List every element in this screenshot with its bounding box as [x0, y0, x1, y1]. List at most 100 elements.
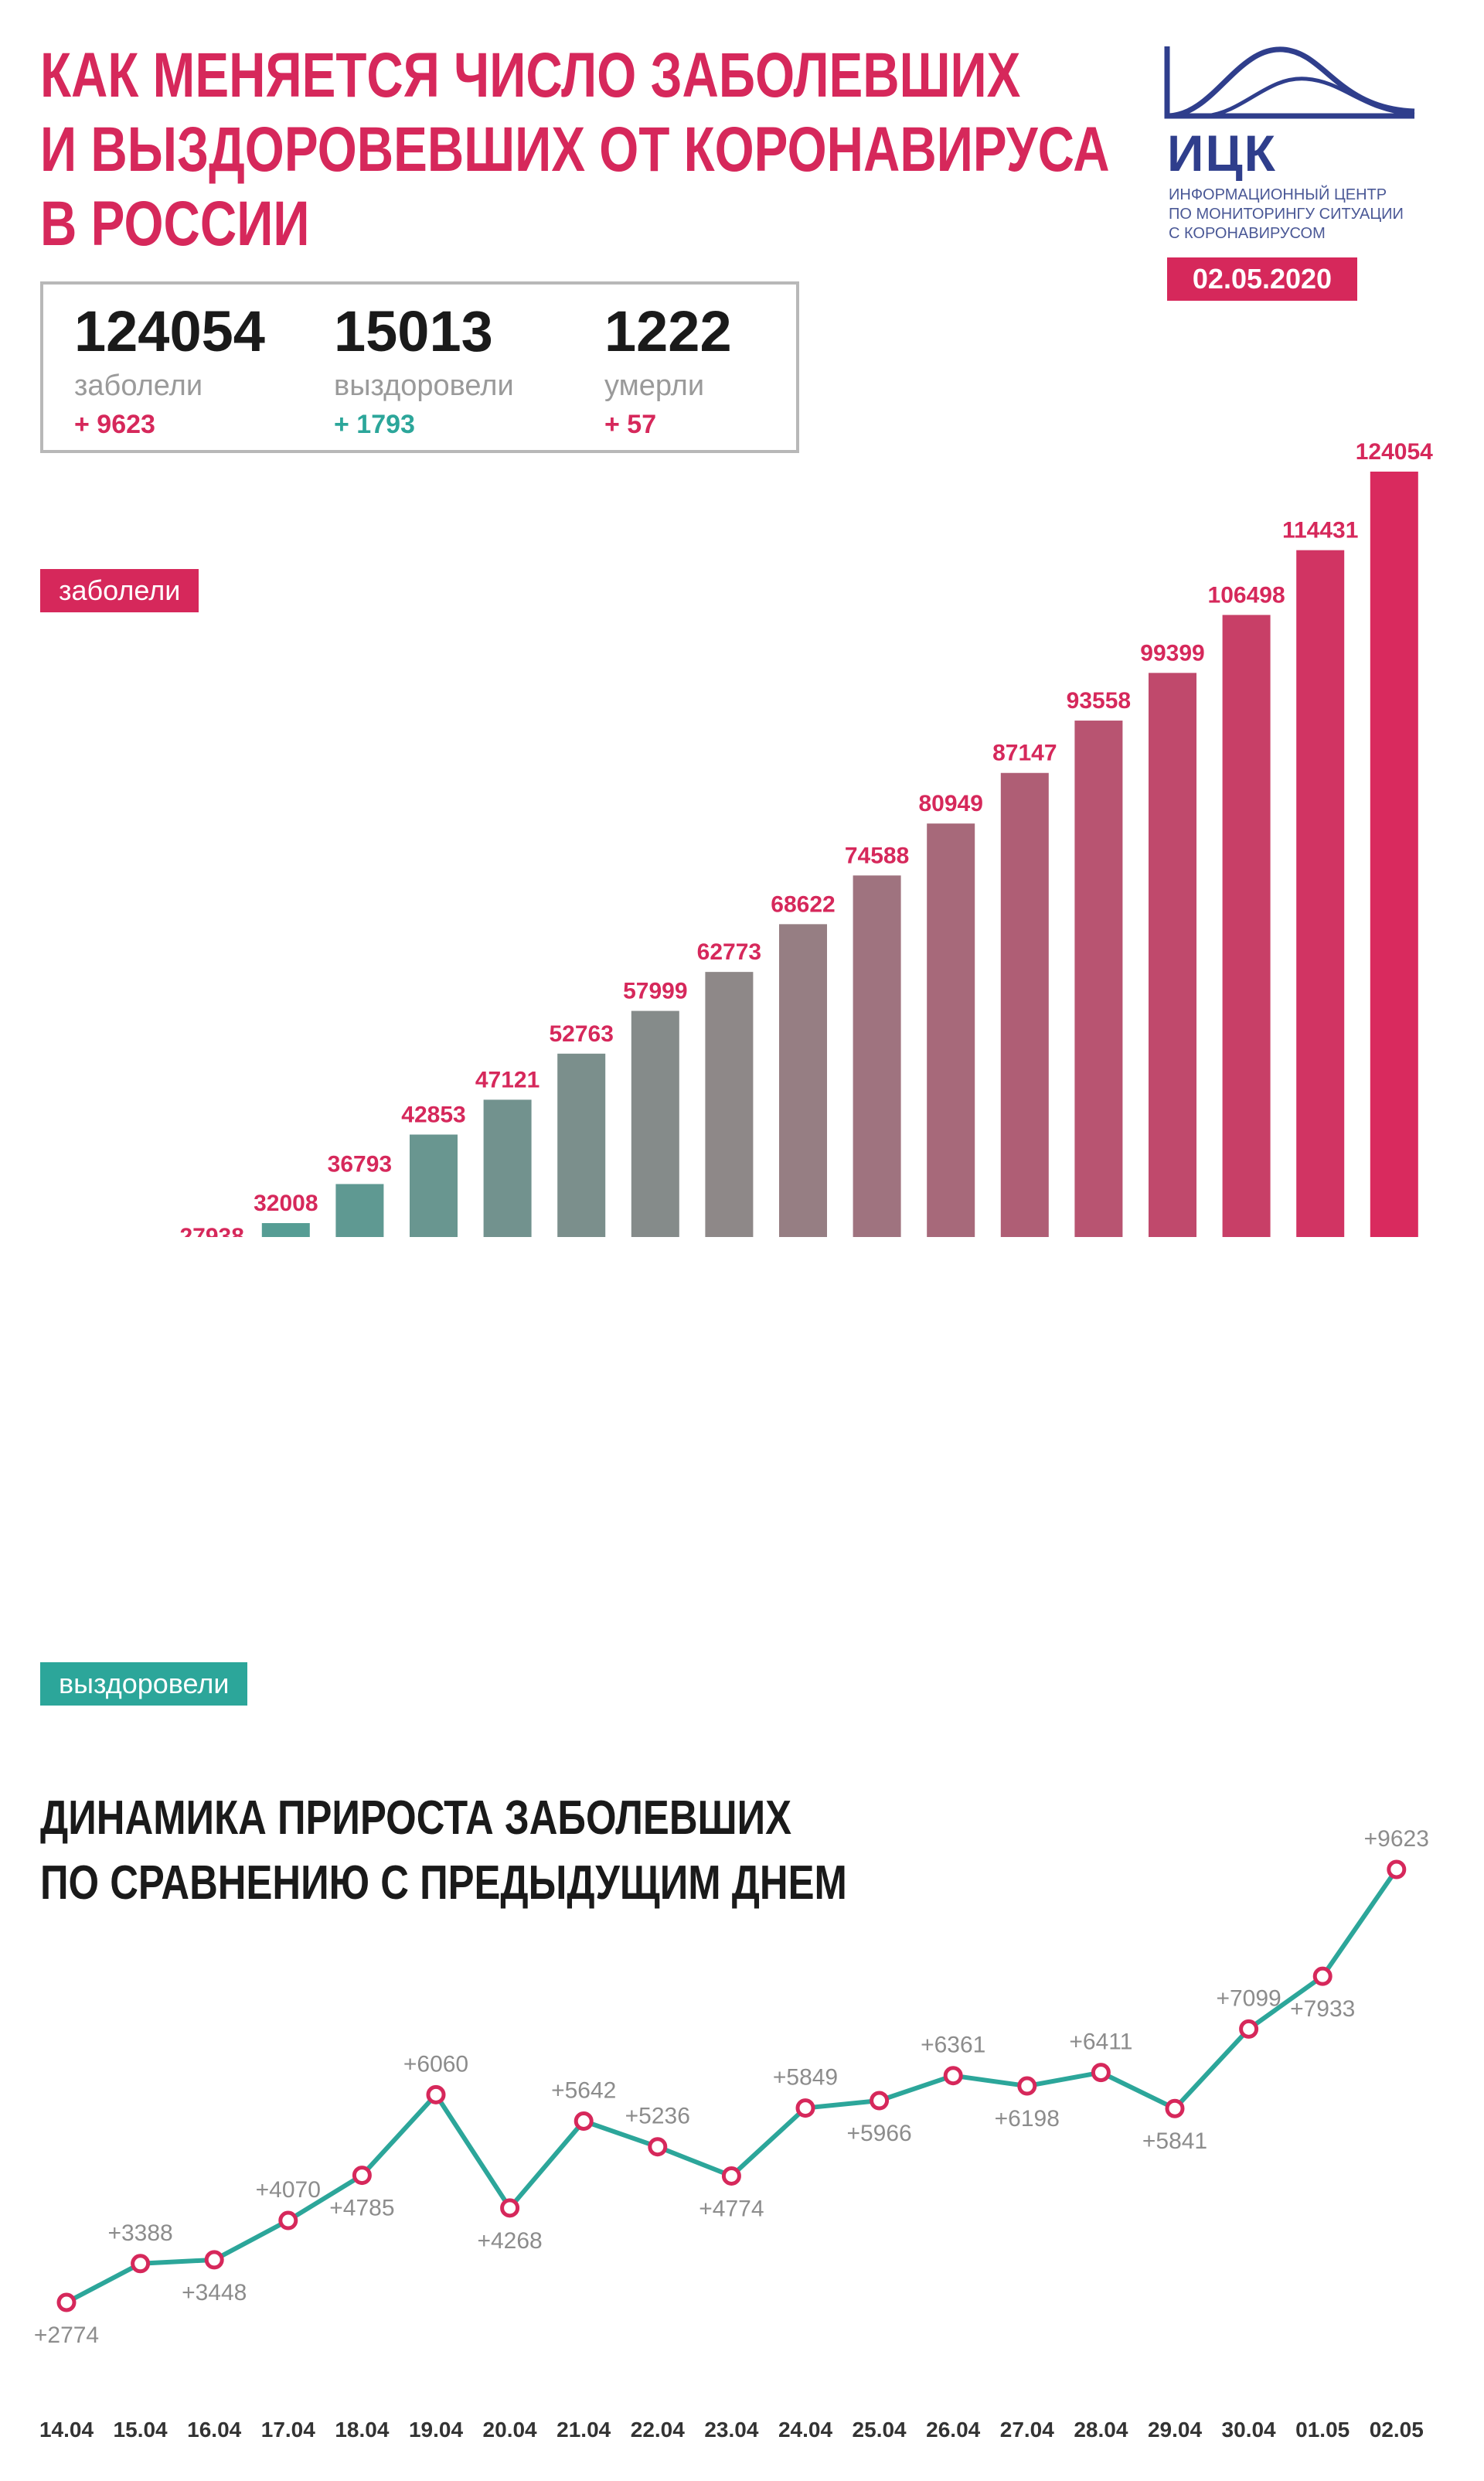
increase-value-label: +5841 [1142, 2128, 1207, 2154]
deaths-delta: + 57 [604, 410, 657, 439]
cases-bar [853, 875, 901, 1237]
cases-value-label: 99399 [1140, 640, 1204, 666]
increase-value-label: +5849 [773, 2065, 838, 2091]
increase-point [204, 2250, 224, 2270]
increase-point [870, 2091, 890, 2111]
cases-bar [557, 1053, 606, 1237]
cases-value-label: 36793 [328, 1151, 392, 1177]
cases-value-label: 80949 [918, 791, 982, 816]
increase-value-label: +6060 [403, 2051, 468, 2077]
logo-line-3: с коронавирусом [1169, 225, 1326, 242]
increase-point [1091, 2063, 1111, 2083]
increase-point [943, 2066, 963, 2086]
increase-point [574, 2111, 594, 2132]
increase-value-label: +3388 [107, 2220, 172, 2246]
recovered-legend-tag: выздоровели [40, 1662, 248, 1706]
date-label: 28.04 [1074, 2418, 1128, 2442]
cases-value-label: 57999 [623, 979, 687, 1004]
line-date-labels: 14.04 15.04 16.04 17.04 18.04 19.04 20.04 21.04… [39, 2418, 1424, 2442]
date-label: 30.04 [1222, 2418, 1276, 2442]
logo-line-2: по мониторингу ситуации [1169, 206, 1404, 223]
date-label: 18.04 [335, 2418, 389, 2442]
cases-value-label: 74588 [845, 843, 909, 868]
cases-total: 124054 [74, 299, 265, 363]
increase-value-label: +6198 [995, 2106, 1060, 2132]
increase-labels: +2774 +3388 +3448 +4070 +4785 +6060 +4268 +5642… [34, 1826, 1429, 2348]
date-label: 14.04 [39, 2418, 94, 2442]
increase-value-label: +3448 [182, 2280, 247, 2305]
date-label: 21.04 [556, 2418, 611, 2442]
date-label: 19.04 [409, 2418, 463, 2442]
increase-value-label: +2774 [34, 2323, 99, 2348]
recovered-delta: + 1793 [334, 410, 415, 439]
increase-value-label: +4785 [329, 2196, 394, 2221]
cases-value-label: 124054 [1356, 439, 1433, 465]
cases-bar [705, 972, 754, 1237]
date-badge: 02.05.2020 [1167, 257, 1357, 301]
increase-value-label: +4774 [699, 2196, 764, 2221]
cases-value-label: 47121 [475, 1067, 539, 1092]
daily-increase-line-chart: +2774 +3388 +3448 +4070 +4785 +6060 +4268 +5642… [34, 1826, 1429, 2442]
logo-line-1: Информационный центр [1169, 186, 1387, 203]
increase-polyline [65, 1868, 1399, 2305]
increase-point [1312, 1966, 1333, 1986]
increase-point [1165, 2098, 1185, 2118]
cases-bar [1149, 673, 1196, 1237]
increase-value-label: +5236 [625, 2104, 690, 2129]
increase-value-label: +6411 [1069, 2029, 1132, 2055]
increase-value-label: +4268 [477, 2228, 542, 2254]
increase-value-label: +5966 [846, 2121, 911, 2146]
increase-value-label: +7933 [1290, 1996, 1355, 2022]
recovered-label: выздоровели [334, 370, 514, 402]
recovered-total: 15013 [334, 299, 493, 363]
increase-points [56, 1859, 1407, 2312]
deaths-label: умерли [604, 370, 705, 402]
cases-value-label: 62773 [697, 939, 761, 965]
increase-point [131, 2254, 151, 2274]
increase-point [795, 2098, 815, 2118]
date-label: 02.05 [1370, 2418, 1424, 2442]
date-label: 24.04 [778, 2418, 832, 2442]
deaths-total: 1222 [604, 299, 732, 363]
cases-label: заболели [74, 370, 203, 402]
cases-bar [631, 1010, 679, 1237]
increase-point [721, 2166, 741, 2186]
cases-bar [1296, 550, 1345, 1237]
cases-bar [483, 1099, 532, 1237]
increase-point [1387, 1859, 1407, 1879]
cases-value-label: 27938 [179, 1224, 243, 1237]
cases-bar [261, 1222, 310, 1237]
cases-value-label: 93558 [1067, 688, 1131, 714]
cases-value-label: 106498 [1208, 582, 1285, 608]
title-line-3: в России [40, 189, 310, 259]
cases-bars: 2110224490279383200836793428534712152763… [179, 439, 1433, 1237]
increase-point [352, 2166, 372, 2186]
cases-value-label: 87147 [992, 741, 1057, 766]
cases-bar [410, 1134, 458, 1237]
increase-value-label: +7099 [1216, 1985, 1281, 2011]
cases-legend-tag: заболели [40, 569, 199, 612]
cases-bar [927, 823, 975, 1237]
logo-abbreviation: ИЦК [1167, 124, 1277, 182]
logo-subtitle: Информационный центр по мониторингу ситу… [1169, 186, 1447, 244]
cases-bar [1074, 721, 1123, 1237]
increase-value-label: +4070 [256, 2177, 321, 2203]
date-label: 01.05 [1295, 2418, 1350, 2442]
date-label: 22.04 [631, 2418, 685, 2442]
logo-curve-icon [1164, 46, 1415, 119]
date-label: 27.04 [1000, 2418, 1054, 2442]
increase-point [1239, 2019, 1259, 2039]
increase-point [426, 2084, 446, 2104]
cases-bar [1000, 772, 1049, 1237]
increase-point [500, 2198, 520, 2218]
cases-value-label: 114431 [1282, 518, 1358, 544]
cases-value-label: 52763 [549, 1021, 613, 1047]
date-label: 23.04 [704, 2418, 758, 2442]
increase-point [1017, 2076, 1037, 2096]
increase-line [65, 1868, 1399, 2305]
increase-value-label: +5642 [551, 2078, 616, 2104]
date-label: 16.04 [187, 2418, 241, 2442]
subtitle-line-1: Динамика прироста заболевших [40, 1791, 792, 1845]
date-label: 25.04 [853, 2418, 907, 2442]
increase-value-label: +9623 [1364, 1826, 1429, 1852]
